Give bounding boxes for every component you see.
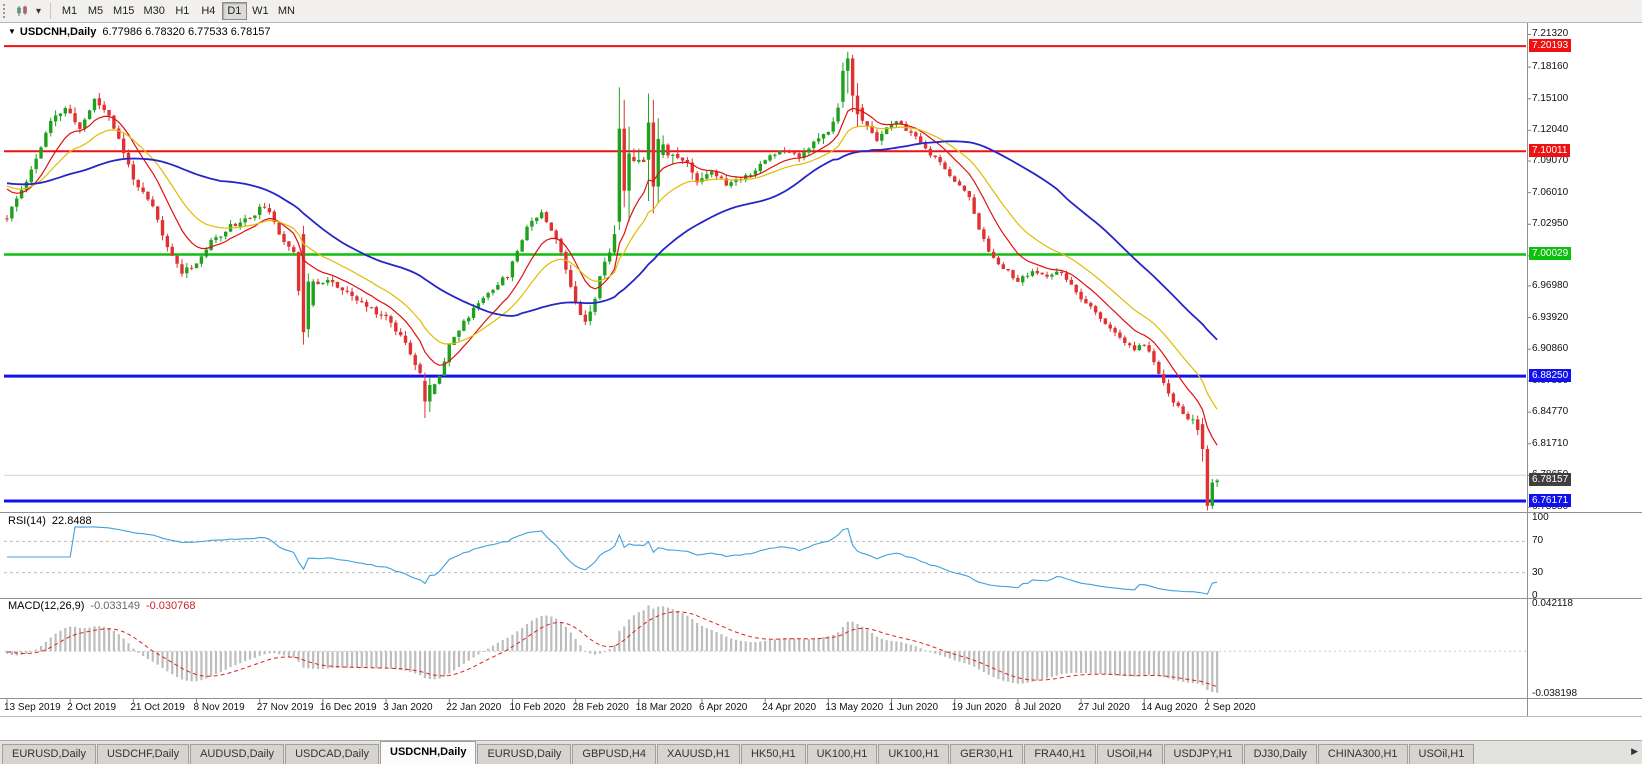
chart-tabs-bar: EURUSD,Daily USDCHF,Daily AUDUSD,Daily USDC… bbox=[0, 740, 1642, 764]
chart-tab-USOil-H4[interactable]: USOil,H4 bbox=[1096, 744, 1163, 764]
timeframe-button-M30[interactable]: M30 bbox=[139, 2, 168, 20]
top-toolbar: ▾ M1 M5 M15 M30 H1 H4 D1 W1 MN bbox=[0, 0, 1642, 23]
chart-tab-HK50-H1[interactable]: HK50,H1 bbox=[740, 744, 806, 764]
chart-tab-GBPUSD-H4[interactable]: GBPUSD,H4 bbox=[572, 744, 656, 764]
chart-tab-AUDUSD-Daily[interactable]: AUDUSD,Daily bbox=[190, 744, 285, 764]
candlestick-chart-icon bbox=[17, 5, 27, 16]
timeframe-toolbar: M1 M5 M15 M30 H1 H4 D1 W1 MN bbox=[57, 2, 299, 20]
timeframe-button-MN[interactable]: MN bbox=[274, 2, 299, 20]
chart-tab-CHINA300-H1[interactable]: CHINA300,H1 bbox=[1317, 744, 1408, 764]
chart-tab-UK100-H1[interactable]: UK100,H1 bbox=[878, 744, 950, 764]
collapse-icon[interactable]: ▼ bbox=[8, 27, 16, 36]
chart-tab-USDCNH-Daily[interactable]: USDCNH,Daily bbox=[380, 741, 477, 764]
timeframe-button-H4[interactable]: H4 bbox=[196, 2, 221, 20]
chart-tab-EURUSD-Daily[interactable]: EURUSD,Daily bbox=[2, 744, 96, 764]
chart-type-button[interactable] bbox=[13, 2, 33, 20]
chart-tab-USDJPY-H1[interactable]: USDJPY,H1 bbox=[1163, 744, 1243, 764]
chart-tab-DJ30-Daily[interactable]: DJ30,Daily bbox=[1243, 744, 1317, 764]
chart-tab-XAUUSD-H1[interactable]: XAUUSD,H1 bbox=[656, 744, 740, 764]
timeframe-button-M15[interactable]: M15 bbox=[109, 2, 138, 20]
toolbar-grip[interactable] bbox=[3, 4, 8, 18]
chart-tabs-row: EURUSD,Daily USDCHF,Daily AUDUSD,Daily USDC… bbox=[2, 741, 1475, 764]
chart-tab-EURUSD-Daily[interactable]: EURUSD,Daily bbox=[477, 744, 572, 764]
chart-tab-USDCAD-Daily[interactable]: USDCAD,Daily bbox=[285, 744, 380, 764]
timeframe-button-M5[interactable]: M5 bbox=[83, 2, 108, 20]
timeframe-button-W1[interactable]: W1 bbox=[248, 2, 273, 20]
chart-tab-UK100-H1[interactable]: UK100,H1 bbox=[806, 744, 878, 764]
timeframe-button-D1[interactable]: D1 bbox=[221, 2, 247, 20]
chart-tab-USDCHF-Daily[interactable]: USDCHF,Daily bbox=[96, 744, 190, 764]
chart-tab-USOil-H1[interactable]: USOil,H1 bbox=[1408, 744, 1475, 764]
toolbar-separator bbox=[50, 3, 52, 19]
chart-tab-FRA40-H1[interactable]: FRA40,H1 bbox=[1024, 744, 1096, 764]
timeframe-button-H1[interactable]: H1 bbox=[170, 2, 195, 20]
tabs-scroll-right-button[interactable]: ▶ bbox=[1631, 746, 1638, 756]
chart-dropdown-button[interactable]: ▾ bbox=[33, 2, 44, 20]
timeframe-button-M1[interactable]: M1 bbox=[57, 2, 82, 20]
chart-tab-GER30-H1[interactable]: GER30,H1 bbox=[950, 744, 1024, 764]
